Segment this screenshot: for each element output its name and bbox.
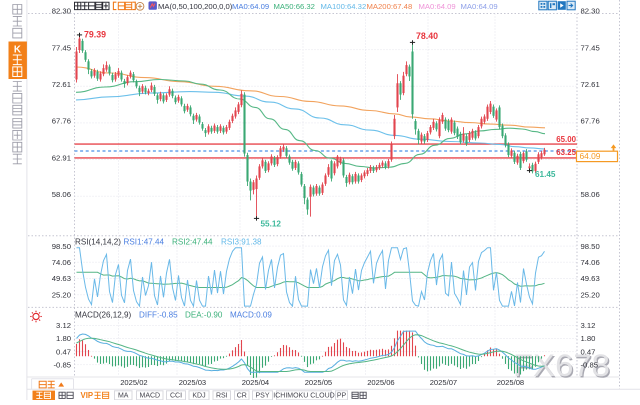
- svg-text:65.00: 65.00: [556, 135, 576, 144]
- svg-text:MACD(26,12,9): MACD(26,12,9): [75, 310, 132, 319]
- svg-text:77.45: 77.45: [581, 43, 600, 52]
- svg-text:MACD: MACD: [139, 393, 160, 400]
- svg-text:49.63: 49.63: [52, 274, 71, 283]
- svg-text:74.06: 74.06: [52, 258, 71, 267]
- svg-text:PSY: PSY: [255, 393, 269, 400]
- svg-text:MA0:64.09: MA0:64.09: [461, 2, 498, 11]
- svg-text:3.12: 3.12: [581, 321, 596, 330]
- svg-text:RSI3:91.38: RSI3:91.38: [221, 237, 262, 246]
- svg-text:MA200:67.48: MA200:67.48: [367, 2, 413, 11]
- svg-text:DEA:-0.90: DEA:-0.90: [185, 310, 223, 319]
- svg-text:1.80: 1.80: [56, 334, 71, 343]
- svg-text:DIFF:-0.85: DIFF:-0.85: [139, 310, 178, 319]
- svg-text:49.63: 49.63: [581, 274, 600, 283]
- svg-text:82.30: 82.30: [581, 7, 600, 16]
- svg-text:58.06: 58.06: [52, 190, 71, 199]
- svg-text:77.45: 77.45: [52, 43, 71, 52]
- svg-text:VIP: VIP: [81, 391, 94, 400]
- svg-text:RSI(14,14,2): RSI(14,14,2): [75, 237, 121, 246]
- svg-text:79.39: 79.39: [84, 30, 106, 40]
- svg-text:58.06: 58.06: [581, 190, 600, 199]
- svg-text:78.40: 78.40: [416, 31, 438, 41]
- svg-text:MACD:0.09: MACD:0.09: [230, 310, 272, 319]
- svg-text:98.50: 98.50: [52, 242, 71, 251]
- svg-text:74.06: 74.06: [581, 258, 600, 267]
- svg-text:-0.85: -0.85: [581, 360, 599, 369]
- svg-text:K: K: [14, 44, 21, 55]
- svg-text:1.80: 1.80: [581, 334, 596, 343]
- svg-text:MA(0,50,100,200,0,0): MA(0,50,100,200,0,0): [158, 2, 233, 11]
- svg-text:61.45: 61.45: [535, 170, 556, 179]
- svg-text:2025/04: 2025/04: [242, 378, 269, 387]
- svg-text:63.25: 63.25: [556, 148, 576, 157]
- svg-text:MA: MA: [118, 393, 129, 400]
- svg-text:2025/08: 2025/08: [497, 378, 524, 387]
- svg-text:67.76: 67.76: [52, 117, 71, 126]
- svg-text:RSI1:47.44: RSI1:47.44: [124, 237, 165, 246]
- svg-text:MA0:64.09: MA0:64.09: [419, 2, 456, 11]
- svg-text:CR: CR: [237, 393, 247, 400]
- svg-text:CCI: CCI: [170, 393, 182, 400]
- svg-text:RSI: RSI: [216, 393, 228, 400]
- svg-text:RSI2:47.44: RSI2:47.44: [172, 237, 213, 246]
- svg-text:MA100:64.32: MA100:64.32: [321, 2, 367, 11]
- svg-text:82.30: 82.30: [52, 7, 71, 16]
- svg-text:2025/07: 2025/07: [430, 378, 457, 387]
- svg-text:2025/02: 2025/02: [120, 378, 147, 387]
- svg-text:2025/03: 2025/03: [179, 378, 206, 387]
- svg-text:72.61: 72.61: [52, 80, 71, 89]
- svg-text:-0.85: -0.85: [53, 360, 71, 369]
- svg-text:ICHIMOKU CLOUD: ICHIMOKU CLOUD: [273, 393, 334, 400]
- svg-text:25.20: 25.20: [52, 290, 71, 299]
- svg-text:98.50: 98.50: [581, 242, 600, 251]
- svg-text:2025/06: 2025/06: [367, 378, 394, 387]
- svg-text:25.20: 25.20: [581, 290, 600, 299]
- svg-text:0.47: 0.47: [56, 347, 71, 356]
- svg-text:0.47: 0.47: [581, 347, 596, 356]
- svg-text:KDJ: KDJ: [192, 393, 205, 400]
- svg-text:PP: PP: [337, 393, 347, 400]
- svg-text:72.61: 72.61: [581, 80, 600, 89]
- svg-text:64.09: 64.09: [580, 151, 601, 161]
- svg-text:FX678: FX678: [514, 348, 611, 384]
- svg-text:2025/05: 2025/05: [305, 378, 332, 387]
- svg-text:67.76: 67.76: [581, 117, 600, 126]
- svg-text:MA0:64.09: MA0:64.09: [232, 2, 269, 11]
- svg-text:3.12: 3.12: [56, 321, 71, 330]
- svg-text:62.91: 62.91: [52, 153, 71, 162]
- svg-text:55.12: 55.12: [261, 220, 282, 229]
- svg-text:MA50:66.32: MA50:66.32: [274, 2, 315, 11]
